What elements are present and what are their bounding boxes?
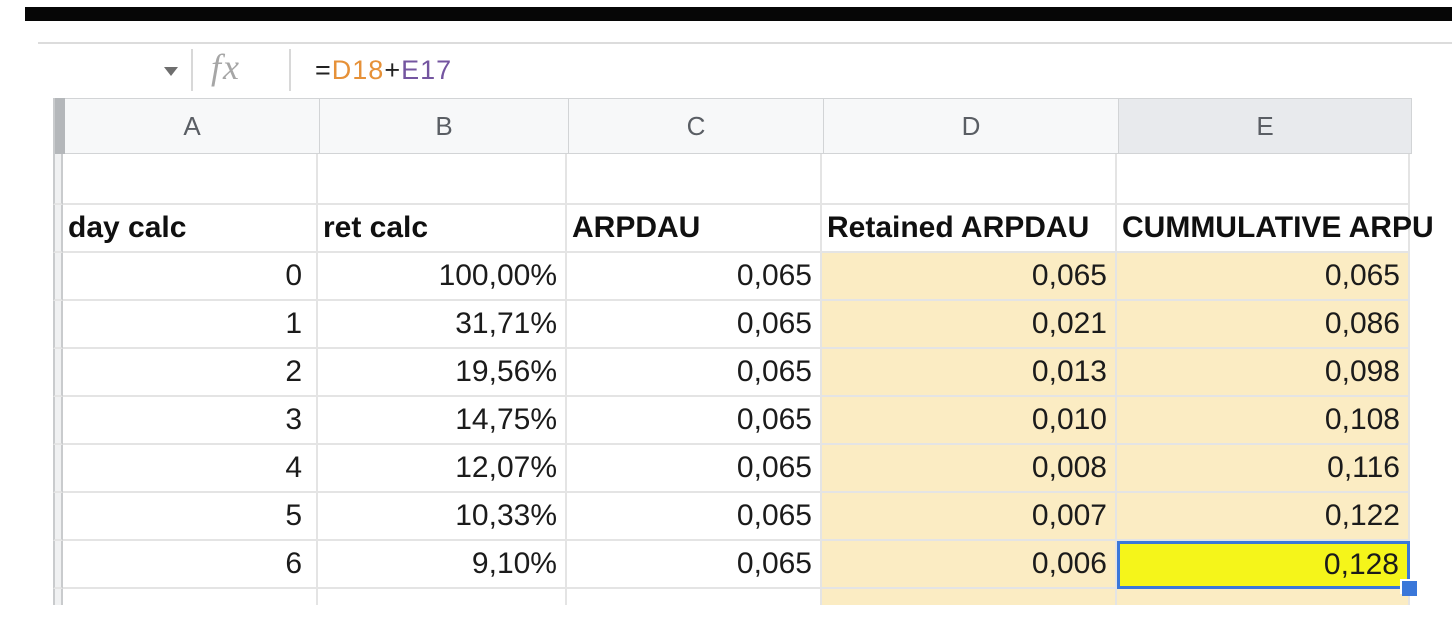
cell-day[interactable]: 6 xyxy=(63,541,318,589)
table-row: 2 19,56% 0,065 0,013 0,098 xyxy=(53,349,1410,397)
cell-day[interactable]: 5 xyxy=(63,493,318,541)
empty-cell[interactable] xyxy=(822,154,1117,205)
cell-retained-arpdau[interactable]: 0,065 xyxy=(822,253,1117,301)
cell-day[interactable]: 4 xyxy=(63,445,318,493)
fx-icon: fx xyxy=(211,47,241,87)
header-day-calc[interactable]: day calc xyxy=(63,205,318,253)
cell-ret[interactable]: 100,00% xyxy=(318,253,567,301)
row-gutter xyxy=(53,589,63,605)
sheet-grid: day calc ret calc ARPDAU Retained ARPDAU… xyxy=(53,154,1434,605)
formula-bar-divider xyxy=(191,49,193,91)
table-header-row: day calc ret calc ARPDAU Retained ARPDAU… xyxy=(53,205,1434,253)
row-gutter xyxy=(53,445,63,493)
cell-cummulative-arpu[interactable]: 0,122 xyxy=(1117,493,1410,541)
cell-ret[interactable]: 31,71% xyxy=(318,301,567,349)
empty-cell[interactable] xyxy=(1117,154,1410,205)
column-header-a[interactable]: A xyxy=(65,98,320,154)
cell-ret[interactable]: 14,75% xyxy=(318,397,567,445)
cell-retained-arpdau[interactable]: 0,006 xyxy=(822,541,1117,589)
cell-retained-arpdau[interactable]: 0,010 xyxy=(822,397,1117,445)
cell-ret[interactable]: 9,10% xyxy=(318,541,567,589)
cell-day[interactable]: 1 xyxy=(63,301,318,349)
column-header-c[interactable]: C xyxy=(569,98,824,154)
header-cummulative-arpu[interactable]: CUMMULATIVE ARPU xyxy=(1117,205,1434,253)
row-gutter xyxy=(53,205,63,253)
column-header-b[interactable]: B xyxy=(320,98,569,154)
row-gutter xyxy=(53,253,63,301)
empty-cell[interactable] xyxy=(63,154,318,205)
cell-arpdau[interactable]: 0,065 xyxy=(567,397,822,445)
row-gutter xyxy=(53,301,63,349)
empty-cell[interactable] xyxy=(1117,589,1410,605)
cell-retained-arpdau[interactable]: 0,008 xyxy=(822,445,1117,493)
cell-arpdau[interactable]: 0,065 xyxy=(567,493,822,541)
row-gutter xyxy=(53,541,63,589)
cell-ret[interactable]: 12,07% xyxy=(318,445,567,493)
formula-input[interactable]: = D18 + E17 xyxy=(315,50,452,90)
cell-day[interactable]: 0 xyxy=(63,253,318,301)
table-row: 6 9,10% 0,065 0,006 0,128 xyxy=(53,541,1410,589)
cell-day[interactable]: 3 xyxy=(63,397,318,445)
row-gutter xyxy=(53,154,63,205)
empty-cell[interactable] xyxy=(63,589,318,605)
cell-retained-arpdau[interactable]: 0,021 xyxy=(822,301,1117,349)
empty-row xyxy=(53,154,1410,205)
top-letterbox-bar xyxy=(25,7,1452,21)
formula-bar-top-divider xyxy=(38,42,1452,44)
table-row: 1 31,71% 0,065 0,021 0,086 xyxy=(53,301,1410,349)
cell-cummulative-arpu[interactable]: 0,098 xyxy=(1117,349,1410,397)
formula-plus: + xyxy=(384,54,402,85)
selected-cell[interactable]: 0,128 xyxy=(1117,541,1410,589)
partial-row xyxy=(53,589,1410,605)
selection-fill-handle[interactable] xyxy=(1402,581,1417,596)
row-gutter xyxy=(53,493,63,541)
cell-retained-arpdau[interactable]: 0,007 xyxy=(822,493,1117,541)
cell-arpdau[interactable]: 0,065 xyxy=(567,253,822,301)
cell-arpdau[interactable]: 0,065 xyxy=(567,445,822,493)
table-row: 3 14,75% 0,065 0,010 0,108 xyxy=(53,397,1410,445)
cell-arpdau[interactable]: 0,065 xyxy=(567,541,822,589)
formula-bar-divider xyxy=(289,49,291,91)
formula-ref-d18: D18 xyxy=(331,54,385,85)
cell-arpdau[interactable]: 0,065 xyxy=(567,301,822,349)
cell-ret[interactable]: 10,33% xyxy=(318,493,567,541)
column-header-e[interactable]: E xyxy=(1119,98,1412,154)
header-ret-calc[interactable]: ret calc xyxy=(318,205,567,253)
empty-cell[interactable] xyxy=(567,154,822,205)
empty-cell[interactable] xyxy=(567,589,822,605)
cell-cummulative-arpu[interactable]: 0,116 xyxy=(1117,445,1410,493)
row-gutter-corner xyxy=(53,98,65,154)
formula-equals: = xyxy=(315,54,332,85)
column-header-d[interactable]: D xyxy=(824,98,1119,154)
cell-cummulative-arpu[interactable]: 0,065 xyxy=(1117,253,1410,301)
cell-ret[interactable]: 19,56% xyxy=(318,349,567,397)
table-row: 5 10,33% 0,065 0,007 0,122 xyxy=(53,493,1410,541)
table-row: 4 12,07% 0,065 0,008 0,116 xyxy=(53,445,1410,493)
header-retained-arpdau[interactable]: Retained ARPDAU xyxy=(822,205,1117,253)
header-arpdau[interactable]: ARPDAU xyxy=(567,205,822,253)
row-gutter xyxy=(53,349,63,397)
column-header-row: A B C D E xyxy=(53,98,1412,154)
cell-day[interactable]: 2 xyxy=(63,349,318,397)
cell-retained-arpdau[interactable]: 0,013 xyxy=(822,349,1117,397)
formula-ref-e17: E17 xyxy=(401,54,453,85)
cell-cummulative-arpu[interactable]: 0,108 xyxy=(1117,397,1410,445)
table-row: 0 100,00% 0,065 0,065 0,065 xyxy=(53,253,1410,301)
row-gutter xyxy=(53,397,63,445)
empty-cell[interactable] xyxy=(318,589,567,605)
name-box-dropdown-icon[interactable] xyxy=(164,67,178,76)
cell-arpdau[interactable]: 0,065 xyxy=(567,349,822,397)
empty-cell[interactable] xyxy=(318,154,567,205)
empty-cell[interactable] xyxy=(822,589,1117,605)
cell-cummulative-arpu[interactable]: 0,086 xyxy=(1117,301,1410,349)
